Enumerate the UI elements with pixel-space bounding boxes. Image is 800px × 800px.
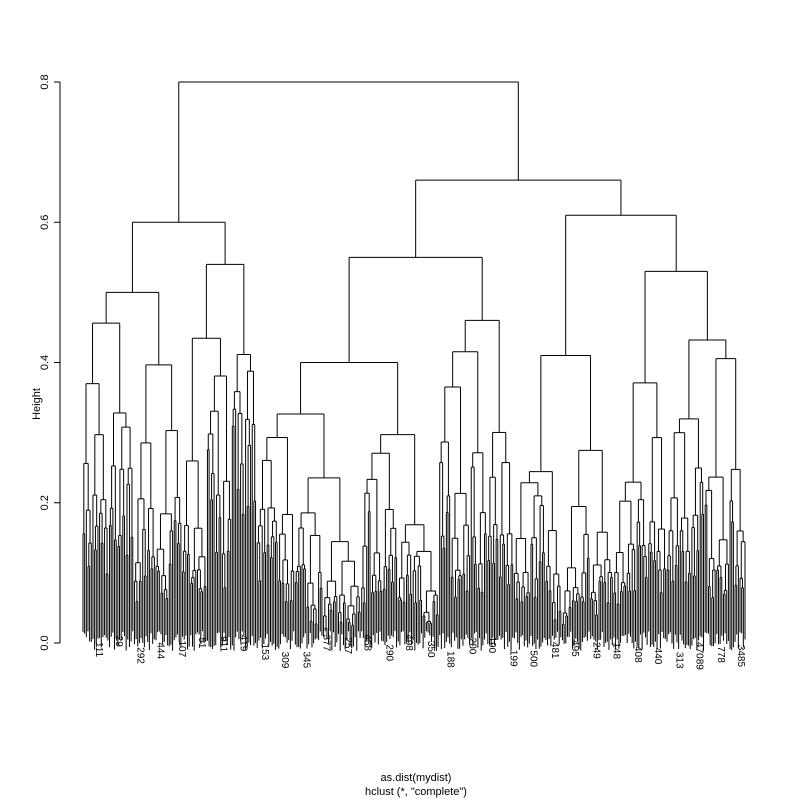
axis-ylabel: Height — [31, 388, 43, 420]
leaf-label: 350 — [425, 641, 436, 658]
leaf-label: 249 — [591, 642, 602, 659]
leaf-label: 257 — [342, 637, 353, 654]
leaf-label: 188 — [445, 651, 456, 668]
leaf-label: 153 — [259, 644, 270, 661]
y-axis: 0.0 0.2 0.4 0.6 0.8 — [39, 74, 61, 651]
leaf-label: 190 — [486, 636, 497, 653]
leaf-label: 148 — [611, 642, 622, 659]
leaf-label: 408 — [632, 646, 643, 663]
y-tick-label: 0.8 — [39, 74, 51, 89]
leaf-label: 345 — [300, 651, 311, 668]
leaf-label: 778 — [715, 646, 726, 663]
leaf-label: 419 — [237, 635, 248, 652]
leaf-label: 47089 — [694, 642, 705, 670]
leaf-label: 51 — [196, 637, 207, 649]
y-tick-label: 0.4 — [39, 355, 51, 370]
leaf-label: 911 — [217, 636, 228, 652]
leaf-label: 29 — [113, 636, 124, 648]
leaf-label: 440 — [652, 648, 663, 665]
leaf-label: 458 — [362, 634, 373, 651]
method-sublabel: hclust (*, "complete") — [365, 786, 467, 798]
leaf-label: 495 — [569, 640, 580, 657]
y-tick-label: 0.0 — [39, 635, 51, 650]
leaf-label: 481 — [549, 642, 560, 659]
leaf-label: 377 — [320, 635, 331, 652]
leaf-label: 309 — [279, 652, 290, 669]
leaf-label: 444 — [154, 642, 165, 659]
y-tick-label: 0.6 — [39, 215, 51, 230]
y-tick-label: 0.2 — [39, 495, 51, 510]
leaf-label: 290 — [383, 644, 394, 661]
leaf-label: 200 — [466, 638, 477, 655]
leaf-label: 292 — [134, 647, 145, 664]
leaf-label: 498 — [403, 634, 414, 651]
axis-xlabel: as.dist(mydist) — [381, 772, 452, 784]
leaf-label: 111 — [93, 642, 104, 658]
leaf-label: 107 — [176, 640, 187, 657]
leaf-label: 3485 — [735, 645, 746, 668]
leaf-label: 199 — [508, 650, 519, 667]
leaf-label: 500 — [528, 650, 539, 667]
dendrogram-tree — [82, 81, 746, 651]
leaf-label: 313 — [674, 652, 685, 669]
leaf-labels: 111 29 292 444 107 51 911 419 153 309 345 377 257 458… — [93, 634, 746, 670]
